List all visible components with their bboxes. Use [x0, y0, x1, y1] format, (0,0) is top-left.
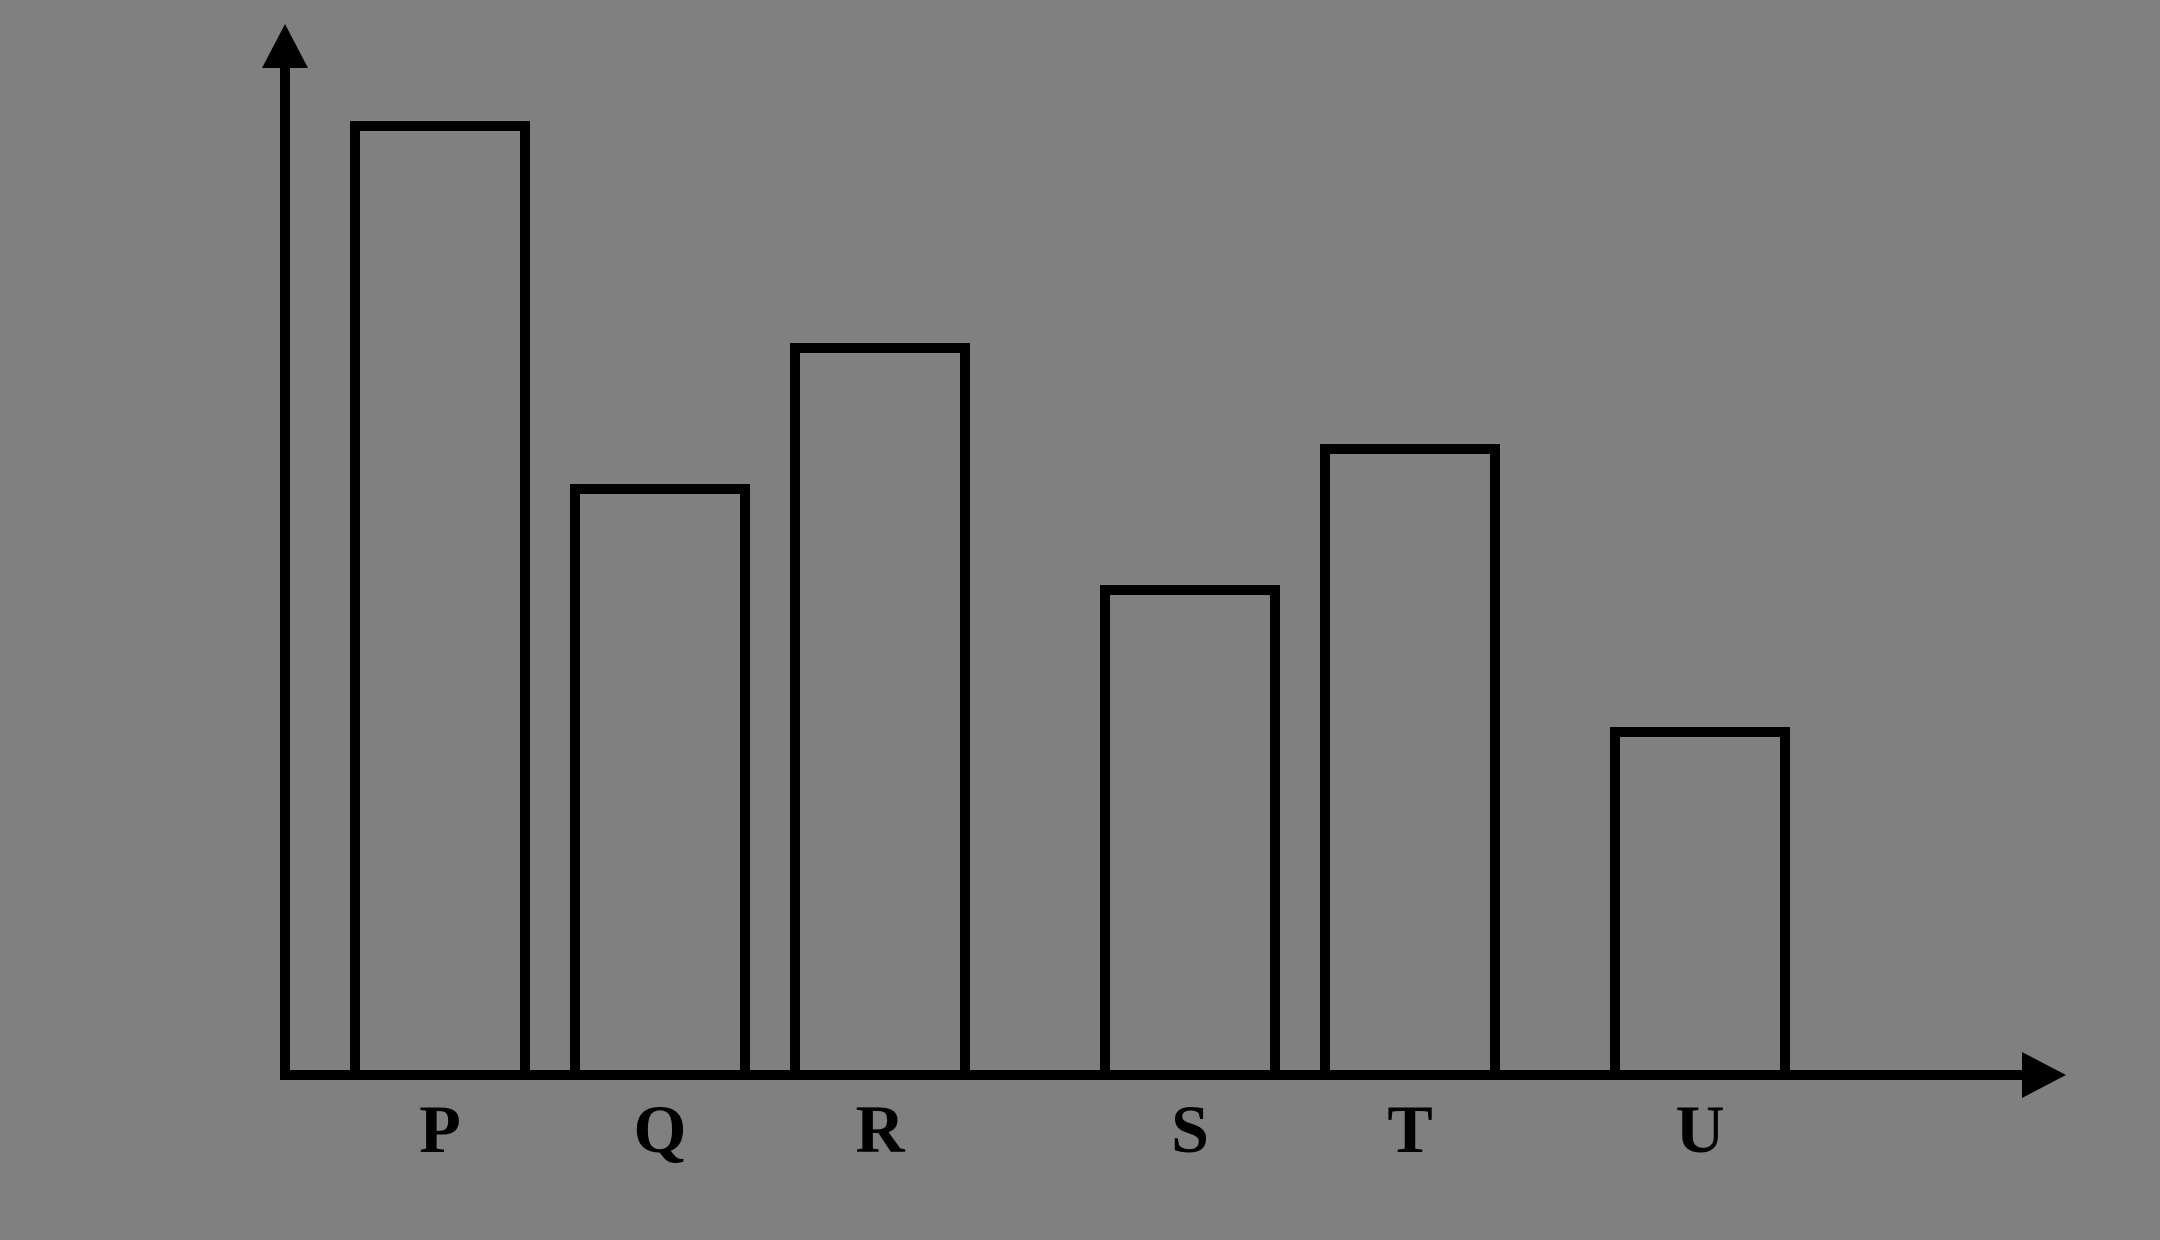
y-axis-arrow-icon — [262, 24, 308, 68]
x-label-u: U — [1675, 1090, 1724, 1169]
bar-p — [350, 121, 530, 1070]
plot-area — [280, 60, 2030, 1080]
x-label-q: Q — [634, 1090, 687, 1169]
x-axis-labels: P Q R S T U — [280, 1090, 2030, 1170]
x-label-r: R — [855, 1090, 904, 1169]
x-axis — [280, 1070, 2030, 1080]
bar-t — [1320, 444, 1500, 1070]
x-label-s: S — [1171, 1090, 1209, 1169]
bar-u — [1610, 727, 1790, 1070]
bar-q — [570, 484, 750, 1070]
y-axis — [280, 60, 290, 1080]
chart-container: Heat of combustion PQRSTU — [80, 40, 2080, 1200]
x-label-p: P — [419, 1090, 461, 1169]
bar-s — [1100, 585, 1280, 1070]
bar-r — [790, 343, 970, 1070]
x-label-t: T — [1387, 1090, 1432, 1169]
